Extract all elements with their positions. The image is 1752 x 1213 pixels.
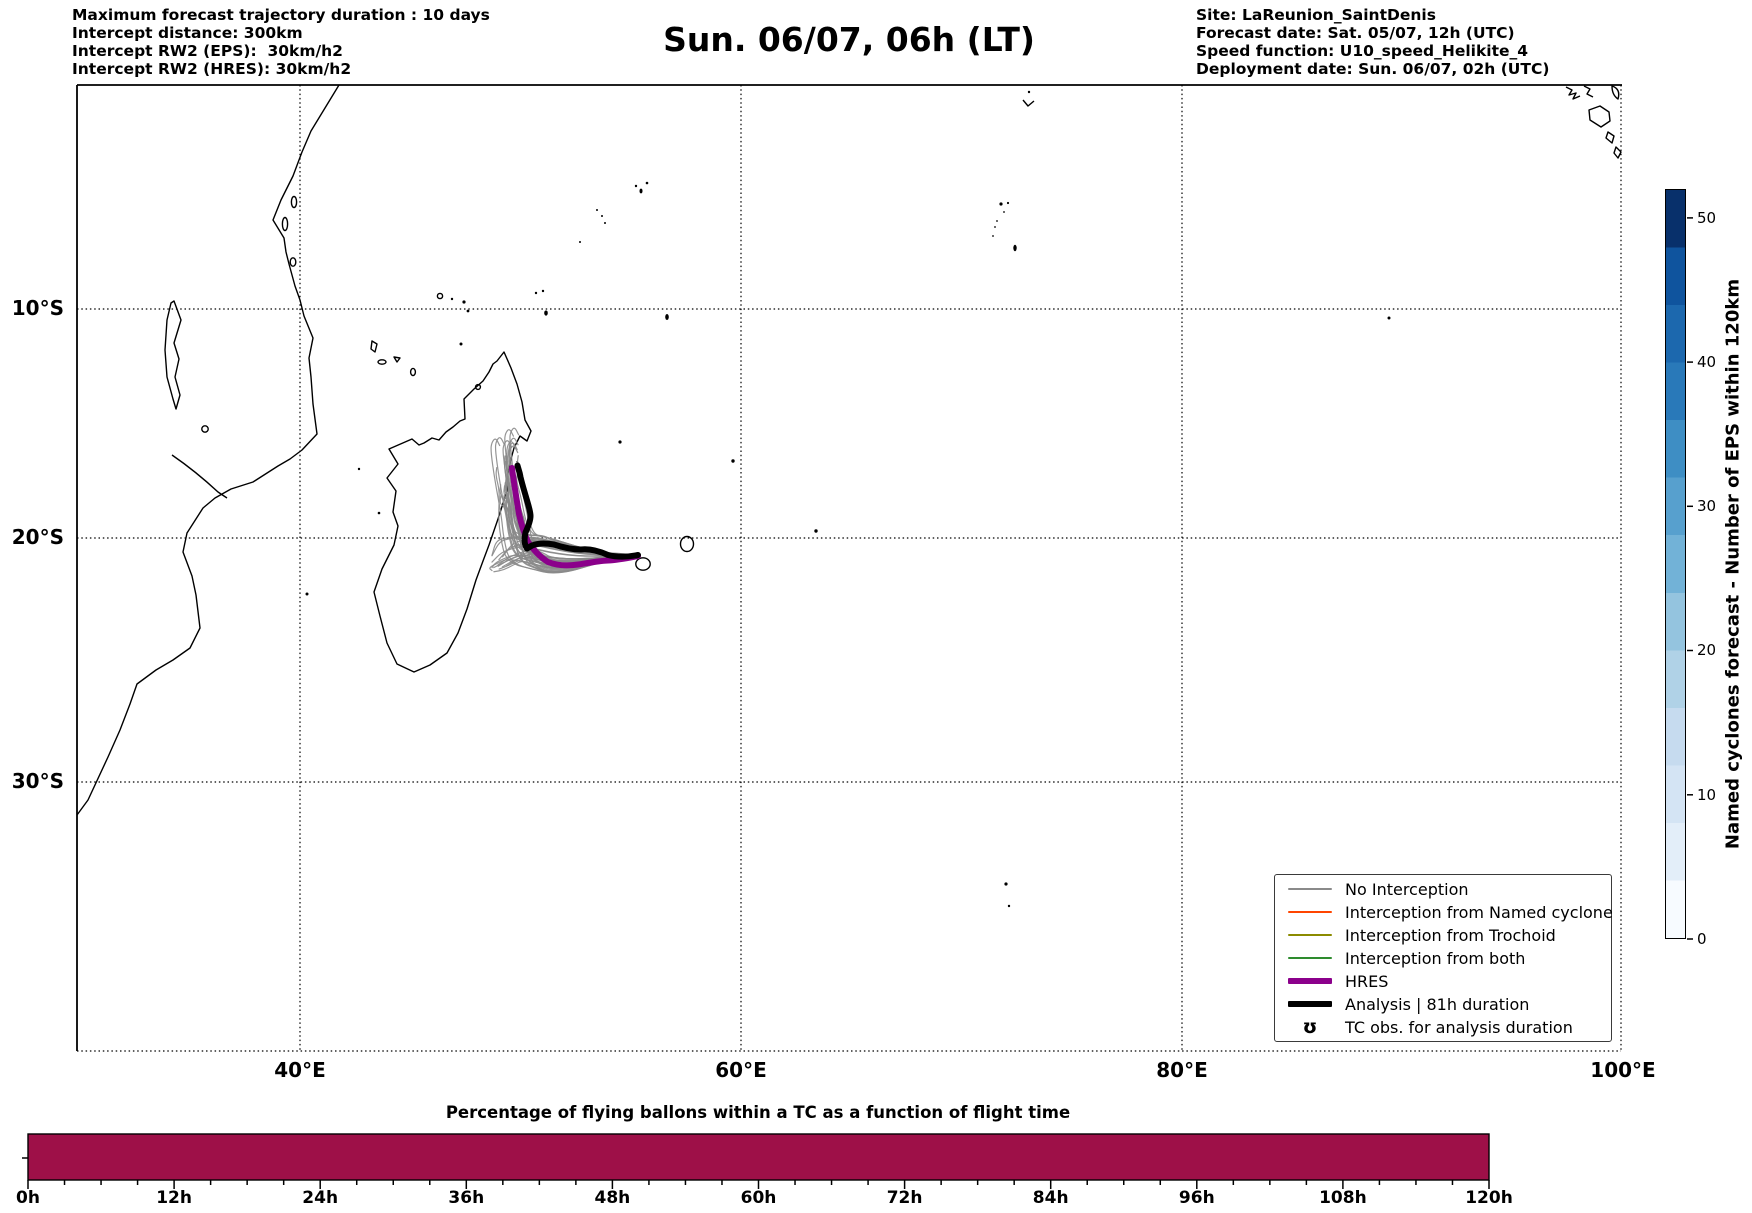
forecast-settings-block: Maximum forecast trajectory duration : 1… (72, 6, 490, 78)
lat-tick-10s: 10°S (11, 296, 64, 320)
colorbar-title: Named cyclones forecast - Number of EPS … (1722, 278, 1744, 850)
page-title: Sun. 06/07, 06h (LT) (663, 20, 1035, 59)
lake-malawi (164, 300, 182, 410)
map-frame (76, 84, 1622, 1051)
colorbar-tick-40: 40 (1697, 353, 1717, 371)
bar-x-tick-label: 96h (1178, 1188, 1215, 1208)
legend-item-trochoid: Interception from Trochoid (1275, 924, 1611, 946)
forecast-date-text: Forecast date: Sat. 05/07, 12h (UTC) (1196, 24, 1515, 42)
la-reunion-island (635, 557, 651, 571)
deployment-date-text: Deployment date: Sun. 06/07, 02h (UTC) (1196, 60, 1550, 78)
colorbar-ticks (1687, 217, 1693, 940)
colorbar-tick-50: 50 (1697, 209, 1717, 227)
olive-line-swatch (1288, 934, 1332, 936)
nosy-be-island (474, 383, 482, 391)
bar-x-tick-label: 12h (156, 1188, 192, 1208)
analysis-trajectory (514, 462, 641, 560)
lon-tick-80e: 80°E (1156, 1058, 1208, 1082)
bar-x-tick-label: 60h (740, 1188, 777, 1208)
speed-function-text: Speed function: U10_speed_Helikite_4 (1196, 42, 1529, 60)
intercept-rw2-eps-text: Intercept RW2 (EPS): 30km/h2 (72, 42, 343, 60)
percentage-bar (28, 1134, 1489, 1180)
colorbar-tick-10: 10 (1697, 786, 1717, 804)
bar-chart-axes (22, 1133, 1490, 1189)
legend-item-hres: HRES (1275, 970, 1611, 992)
sumatra-islands (1565, 85, 1622, 159)
lon-tick-100e: 100°E (1590, 1058, 1656, 1082)
orange-line-swatch (1288, 911, 1332, 913)
lat-tick-20s: 20°S (11, 525, 64, 549)
bar-chart-title: Percentage of flying ballons within a TC… (445, 1103, 1071, 1122)
lon-tick-40e: 40°E (274, 1058, 326, 1082)
map-gridlines (77, 85, 1622, 1052)
maldives-mark (1022, 99, 1035, 107)
intercept-distance-text: Intercept distance: 300km (72, 24, 303, 42)
colorbar-tick-0: 0 (1697, 930, 1707, 948)
eps-count-colorbar (1665, 189, 1686, 939)
black-line-swatch (1288, 1001, 1332, 1007)
zambezi-river (171, 454, 228, 499)
lat-tick-30s: 30°S (11, 769, 64, 793)
bar-x-tick-label: 108h (1319, 1188, 1367, 1208)
bar-x-tick-label: 24h (302, 1188, 339, 1208)
bar-x-tick-label: 84h (1032, 1188, 1069, 1208)
africa-coastline (76, 84, 340, 816)
small-islands (305, 90, 1391, 908)
site-text: Site: LaReunion_SaintDenis (1196, 6, 1436, 24)
map-legend: No Interception Interception from Named … (1274, 874, 1613, 1042)
bar-x-tick-label: 120h (1465, 1188, 1513, 1208)
lon-tick-60e: 60°E (715, 1058, 767, 1082)
colorbar-tick-20: 20 (1697, 641, 1717, 659)
bar-x-tick-label: 72h (886, 1188, 923, 1208)
gray-line-swatch (1288, 888, 1332, 890)
bar-x-tick-label: 0h (16, 1188, 40, 1208)
mauritius-island (679, 535, 695, 553)
bar-x-tick-label: 36h (448, 1188, 485, 1208)
eps-ensemble-trajectories (489, 427, 639, 574)
max-duration-text: Maximum forecast trajectory duration : 1… (72, 6, 490, 24)
colorbar-tick-30: 30 (1697, 497, 1717, 515)
bar-x-tick-label: 48h (594, 1188, 631, 1208)
green-line-swatch (1288, 957, 1332, 959)
madagascar-coastline (373, 351, 532, 673)
comoros-islands (370, 340, 417, 377)
site-info-block: Site: LaReunion_SaintDenis Forecast date… (1196, 6, 1549, 78)
hres-trajectory (509, 465, 641, 569)
intercept-rw2-hres-text: Intercept RW2 (HRES): 30km/h2 (72, 60, 352, 78)
legend-item-no-interception: No Interception (1275, 878, 1611, 900)
lake-chilwa (201, 425, 209, 433)
legend-item-analysis: Analysis | 81h duration (1275, 993, 1611, 1015)
legend-item-tc-obs: ʊ TC obs. for analysis duration (1275, 1016, 1611, 1038)
coastlines (76, 84, 1622, 816)
tc-symbol-icon: ʊ (1302, 1016, 1318, 1038)
legend-item-named-cyclone: Interception from Named cyclone (1275, 901, 1613, 923)
legend-item-both: Interception from both (1275, 947, 1611, 969)
purple-line-swatch (1288, 978, 1332, 984)
